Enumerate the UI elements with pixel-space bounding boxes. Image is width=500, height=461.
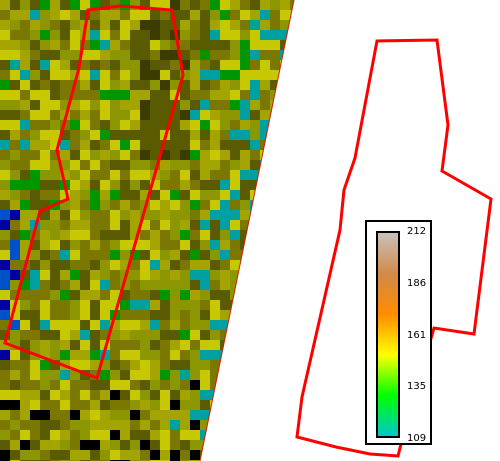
- legend-tick-label: 186: [407, 278, 427, 289]
- raster-edge-line: [199, 0, 295, 461]
- legend-tick-label: 109: [407, 433, 427, 444]
- legend-tick-label: 135: [407, 381, 427, 392]
- colorbar-gradient: [376, 231, 400, 438]
- legend-tick-label: 161: [407, 330, 427, 341]
- legend-tick-label: 212: [407, 226, 427, 237]
- colorbar-legend: 212 186 161 135 109: [365, 220, 432, 445]
- elevation-raster: [0, 0, 294, 461]
- left-boundary-outline: [3, 4, 185, 380]
- right-boundary-outline: [295, 38, 493, 458]
